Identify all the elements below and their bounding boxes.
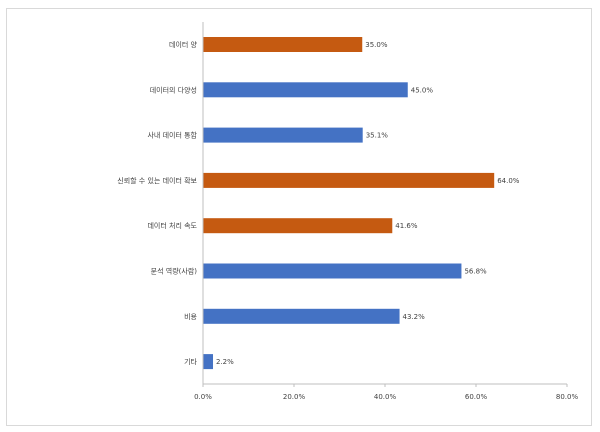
x-tick-label: 80.0% <box>556 393 579 401</box>
x-tick-label: 40.0% <box>374 393 397 401</box>
bar <box>203 263 462 279</box>
bar <box>203 37 363 52</box>
data-label: 41.6% <box>395 222 418 230</box>
category-label: 데이터 처리 속도 <box>147 221 197 230</box>
bar <box>203 354 214 370</box>
category-label: 기타 <box>184 357 197 366</box>
category-label: 분석 역량(사람) <box>151 267 198 276</box>
bar <box>203 308 400 324</box>
data-label: 2.2% <box>216 358 234 366</box>
bar <box>203 172 495 188</box>
x-tick-label: 0.0% <box>194 393 212 401</box>
data-label: 35.1% <box>366 132 389 140</box>
data-label: 64.0% <box>497 177 520 185</box>
bar <box>203 82 408 98</box>
x-tick-label: 20.0% <box>283 393 306 401</box>
category-label: 신뢰할 수 있는 데이터 확보 <box>117 176 197 185</box>
data-label: 43.2% <box>403 313 426 321</box>
data-label: 35.0% <box>365 41 388 49</box>
category-label: 사내 데이터 통합 <box>147 131 197 140</box>
category-label: 데이터 양 <box>169 40 198 49</box>
bar <box>203 218 393 234</box>
data-label: 56.8% <box>464 268 487 276</box>
chart-frame <box>6 8 592 426</box>
x-tick-label: 60.0% <box>465 393 488 401</box>
bar <box>203 127 363 143</box>
category-label: 비용 <box>184 312 197 321</box>
category-label: 데이터의 다양성 <box>150 85 197 94</box>
data-label: 45.0% <box>411 86 434 94</box>
